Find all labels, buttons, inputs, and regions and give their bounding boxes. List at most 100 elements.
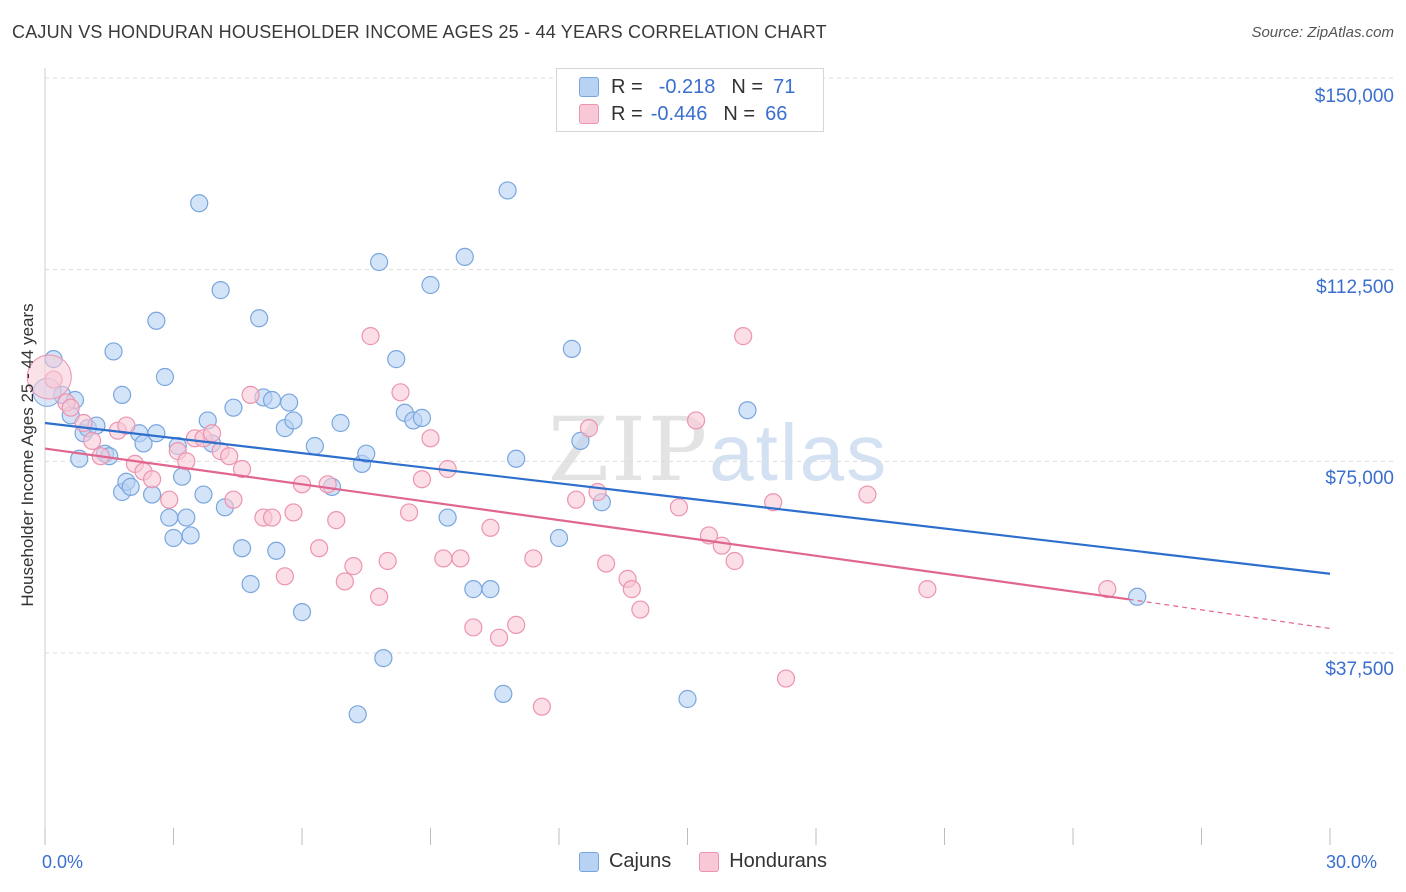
legend-row-cajuns: R = -0.218 N = 71	[579, 75, 795, 99]
honduran-point	[262, 508, 282, 527]
cajun-point	[241, 574, 260, 594]
honduran-point	[686, 411, 706, 430]
cajun-point	[412, 408, 432, 427]
honduran-point	[622, 580, 641, 599]
honduran-point	[378, 551, 397, 571]
honduran-point	[464, 618, 483, 637]
honduran-point	[776, 669, 796, 688]
honduran-point	[597, 554, 616, 573]
honduran-point	[421, 429, 440, 448]
trend-lines	[44, 421, 1331, 630]
honduran-point	[177, 452, 196, 471]
legend-item-cajuns[interactable]: Cajuns	[578, 850, 672, 873]
cajun-n-value: 71	[773, 75, 796, 98]
hondurans-legend-swatch	[699, 851, 720, 872]
cajun-point	[155, 367, 175, 387]
cajun-point	[284, 411, 303, 430]
cajun-point	[348, 705, 367, 724]
cajun-point	[494, 684, 513, 703]
y-tick-label-37500: $37,500	[1325, 659, 1394, 680]
honduran-trend-line	[44, 447, 1129, 601]
honduran-point	[858, 485, 877, 504]
cajun-point	[571, 431, 590, 450]
cajun-point	[305, 436, 324, 456]
cajun-point	[177, 508, 196, 527]
honduran-point	[507, 615, 526, 634]
honduran-point	[220, 447, 239, 466]
honduran-n-label: N =	[723, 102, 756, 125]
cajun-point	[181, 526, 200, 545]
honduran-point	[117, 416, 136, 435]
honduran-point	[370, 587, 389, 606]
cajun-point	[562, 339, 581, 358]
cajun-point	[387, 350, 406, 369]
honduran-points	[26, 327, 1117, 716]
honduran-point	[61, 398, 80, 417]
honduran-point	[764, 493, 783, 512]
cajun-point	[498, 181, 517, 200]
honduran-point	[399, 503, 419, 522]
honduran-r-label: R =	[611, 102, 643, 125]
cajun-point	[549, 528, 569, 548]
honduran-point	[327, 511, 346, 530]
honduran-point	[712, 536, 731, 555]
cajun-point	[374, 649, 393, 668]
axes	[44, 68, 1331, 845]
honduran-trend-extension	[1128, 598, 1331, 630]
cajun-r-value: -0.218	[658, 75, 716, 98]
cajun-point	[142, 485, 162, 504]
cajun-point	[147, 424, 166, 443]
honduran-point	[83, 431, 102, 450]
honduran-point	[481, 518, 500, 537]
cajun-point	[421, 275, 440, 295]
honduran-point	[160, 490, 179, 509]
honduran-point	[275, 567, 294, 586]
honduran-point	[344, 557, 363, 576]
cajun-point	[164, 528, 183, 548]
honduran-point	[669, 498, 689, 517]
honduran-point	[1098, 580, 1117, 599]
hondurans-legend-label: Hondurans	[729, 850, 828, 872]
cajun-point	[232, 539, 252, 558]
cajun-point	[1128, 587, 1147, 606]
legend-item-hondurans[interactable]: Hondurans	[699, 850, 827, 873]
honduran-n-value: 66	[765, 102, 788, 125]
cajun-trend-line	[44, 421, 1331, 575]
watermark-atlas: atlas	[709, 408, 889, 497]
cajun-point	[481, 580, 500, 599]
y-tick-label-150000: $150,000	[1314, 86, 1394, 107]
watermark: ZIPatlas	[548, 398, 888, 501]
cajun-point	[267, 541, 286, 560]
chart-title: CAJUN VS HONDURAN HOUSEHOLDER INCOME AGE…	[12, 22, 827, 42]
honduran-r-value: -0.446	[650, 102, 708, 125]
watermark-zip: ZIP	[548, 398, 710, 501]
cajun-point	[112, 385, 132, 404]
cajun-point	[121, 477, 140, 496]
cajun-point	[507, 449, 526, 468]
cajun-point	[250, 309, 269, 328]
cajuns-legend-label: Cajuns	[608, 850, 672, 872]
honduran-point	[489, 628, 509, 647]
honduran-swatch	[579, 104, 599, 124]
cajun-point	[331, 413, 350, 433]
cajun-point	[104, 342, 123, 361]
cajun-point	[464, 580, 483, 599]
cajun-point	[172, 467, 192, 486]
cajun-r-label: R =	[611, 75, 643, 98]
cajun-points	[32, 181, 1147, 724]
cajun-point	[190, 194, 209, 213]
honduran-point	[451, 549, 470, 568]
honduran-point	[142, 470, 162, 489]
honduran-point	[434, 549, 453, 568]
cajun-point	[194, 485, 213, 504]
cajuns-legend-swatch	[578, 851, 599, 872]
cajun-point	[738, 401, 757, 420]
honduran-point	[532, 697, 551, 716]
honduran-point	[202, 424, 222, 443]
cajun-point	[160, 508, 179, 527]
x-max-label: 30.0%	[1326, 852, 1378, 872]
honduran-point	[310, 539, 329, 558]
honduran-point	[734, 327, 753, 346]
honduran-point	[335, 572, 354, 591]
